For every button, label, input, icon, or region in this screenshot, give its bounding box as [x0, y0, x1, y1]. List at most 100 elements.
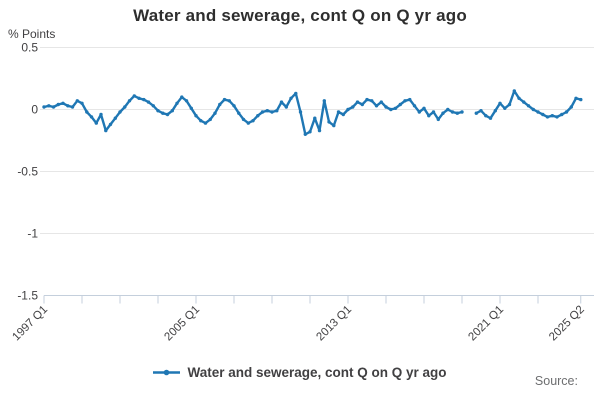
- y-tick-label: -1.5: [17, 289, 38, 303]
- data-point-marker: [374, 104, 379, 108]
- series-line: [42, 89, 582, 136]
- data-point-marker: [545, 115, 550, 119]
- data-point-marker: [189, 106, 193, 111]
- data-point-marker: [370, 99, 374, 103]
- data-point-marker: [51, 105, 56, 109]
- data-point-marker: [199, 119, 203, 123]
- data-point-marker: [574, 96, 578, 101]
- data-point-marker: [517, 96, 521, 101]
- data-point-marker: [251, 119, 255, 123]
- x-tick-label: 2025 Q2: [547, 304, 587, 344]
- data-point-marker: [222, 97, 227, 102]
- data-point-marker: [479, 109, 483, 113]
- x-tick-label: 2013 Q1: [314, 304, 354, 344]
- data-point-marker: [393, 106, 398, 111]
- data-point-marker: [579, 97, 583, 102]
- y-axis-unit-label: % Points: [8, 27, 56, 41]
- legend-series-label: Water and sewerage, cont Q on Q yr ago: [187, 364, 447, 380]
- y-tick-label: -0.5: [17, 165, 38, 179]
- data-point-marker: [175, 101, 179, 106]
- data-point-marker: [132, 94, 136, 98]
- data-point-marker: [85, 110, 89, 114]
- data-point-marker: [61, 101, 65, 106]
- data-point-marker: [441, 111, 445, 115]
- data-point-marker: [104, 128, 108, 133]
- data-point-marker: [555, 115, 559, 119]
- data-point-marker: [94, 121, 99, 125]
- data-point-marker: [493, 109, 497, 113]
- data-point-marker: [560, 112, 564, 117]
- data-point-marker: [47, 104, 51, 108]
- data-point-marker: [308, 130, 312, 134]
- data-point-marker: [256, 114, 260, 118]
- data-point-marker: [161, 111, 165, 115]
- data-point-marker: [156, 109, 160, 113]
- data-point-marker: [70, 105, 75, 109]
- data-point-marker: [180, 95, 184, 99]
- data-point-marker: [541, 112, 545, 117]
- data-point-marker: [460, 110, 464, 114]
- data-point-marker: [531, 107, 535, 112]
- data-point-marker: [75, 99, 80, 103]
- data-point-marker: [127, 99, 132, 103]
- data-point-marker: [137, 96, 141, 101]
- data-point-marker: [355, 100, 360, 104]
- data-point-marker: [512, 89, 516, 93]
- data-point-marker: [275, 109, 279, 113]
- data-point-marker: [123, 105, 127, 109]
- legend-line-marker-icon: [153, 369, 181, 375]
- x-tick-label: 2005 Q1: [162, 304, 202, 344]
- data-point-marker: [412, 104, 417, 108]
- y-tick-label: 0.5: [21, 41, 38, 55]
- data-point-marker: [303, 132, 307, 136]
- data-point-marker: [298, 110, 303, 114]
- data-point-marker: [42, 105, 46, 109]
- data-point-marker: [194, 114, 198, 118]
- data-point-marker: [507, 102, 512, 107]
- data-point-marker: [80, 101, 84, 106]
- data-point-marker: [113, 116, 118, 120]
- data-point-marker: [279, 100, 284, 104]
- data-point-marker: [422, 106, 426, 111]
- data-point-marker: [417, 110, 421, 114]
- x-tick-label: 1997 Q1: [10, 304, 50, 344]
- data-point-marker: [327, 120, 331, 124]
- data-point-marker: [550, 114, 554, 118]
- data-point-marker: [427, 114, 431, 118]
- data-point-marker: [569, 105, 573, 109]
- data-point-marker: [365, 97, 369, 102]
- data-point-marker: [66, 104, 70, 108]
- data-point-marker: [170, 109, 174, 113]
- data-point-marker: [241, 117, 246, 122]
- data-point-marker: [384, 105, 388, 109]
- data-point-marker: [317, 128, 322, 133]
- data-point-marker: [289, 96, 293, 101]
- data-point-marker: [237, 111, 241, 115]
- data-point-marker: [351, 105, 355, 109]
- data-point-marker: [56, 102, 60, 107]
- y-tick-label: -1: [27, 227, 38, 241]
- data-point-marker: [146, 100, 151, 104]
- data-point-marker: [536, 110, 540, 114]
- data-point-marker: [474, 111, 478, 115]
- data-point-marker: [213, 111, 217, 115]
- data-point-marker: [379, 100, 383, 104]
- data-point-marker: [232, 104, 236, 108]
- data-point-marker: [270, 110, 274, 114]
- data-point-marker: [265, 109, 269, 113]
- x-tick-label: 2021 Q1: [466, 304, 506, 344]
- data-point-marker: [203, 121, 208, 125]
- data-point-marker: [284, 105, 288, 109]
- legend-item-water-sewerage[interactable]: Water and sewerage, cont Q on Q yr ago: [0, 363, 600, 381]
- source-caption: Source:: [534, 374, 578, 388]
- data-point-marker: [522, 100, 526, 104]
- data-point-marker: [346, 107, 350, 112]
- data-point-marker: [108, 122, 113, 127]
- data-point-marker: [142, 97, 146, 102]
- data-point-marker: [341, 112, 345, 117]
- data-point-marker: [184, 99, 189, 103]
- data-point-marker: [313, 116, 317, 120]
- data-point-marker: [332, 123, 336, 128]
- data-point-marker: [246, 121, 250, 125]
